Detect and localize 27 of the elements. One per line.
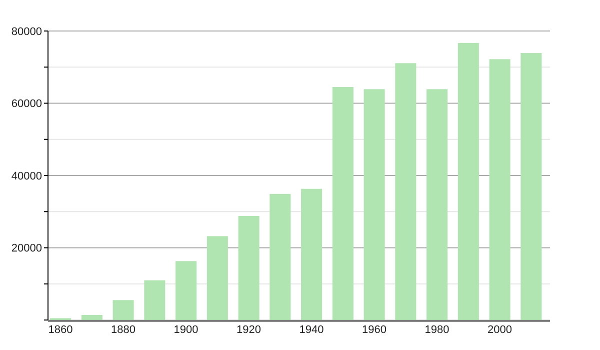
bar	[426, 89, 448, 320]
bar	[458, 42, 479, 320]
bar	[81, 314, 102, 320]
y-tick-label: 40000	[11, 170, 42, 182]
bar	[270, 194, 291, 320]
x-tick-label: 1920	[236, 324, 262, 336]
x-tick-label: 1960	[362, 324, 387, 336]
bar	[395, 63, 416, 320]
y-tick-label: 80000	[11, 26, 42, 38]
bar	[176, 261, 197, 320]
bar	[489, 59, 510, 320]
bar	[112, 300, 134, 320]
bar	[206, 236, 228, 320]
x-tick-label: 1980	[424, 324, 450, 336]
bar	[332, 86, 354, 320]
x-tick-label: 1900	[174, 324, 198, 336]
x-tick-label: 2000	[488, 324, 512, 336]
bar	[238, 216, 260, 320]
x-tick-label: 1860	[48, 324, 73, 336]
bar	[520, 53, 542, 320]
x-tick-label: 1880	[111, 324, 136, 336]
bar	[301, 188, 322, 320]
y-tick-label: 60000	[11, 98, 42, 110]
y-tick-label: 20000	[11, 242, 42, 255]
x-tick-label: 1940	[299, 324, 324, 336]
bar	[364, 89, 385, 320]
bar	[144, 280, 166, 320]
